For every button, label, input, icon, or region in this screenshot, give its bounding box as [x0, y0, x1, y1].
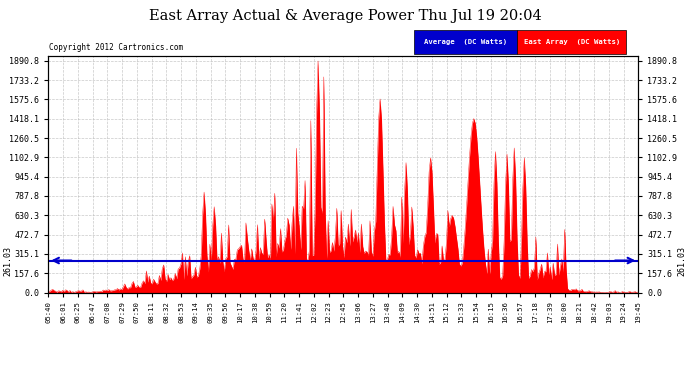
Text: East Array Actual & Average Power Thu Jul 19 20:04: East Array Actual & Average Power Thu Ju… [148, 9, 542, 23]
Text: Copyright 2012 Cartronics.com: Copyright 2012 Cartronics.com [50, 43, 184, 52]
Text: Average  (DC Watts): Average (DC Watts) [424, 39, 507, 45]
Text: 261.03: 261.03 [677, 246, 687, 276]
Text: East Array  (DC Watts): East Array (DC Watts) [524, 39, 620, 45]
Bar [414, 30, 518, 54]
Bar [518, 30, 627, 54]
Text: 261.03: 261.03 [3, 246, 13, 276]
